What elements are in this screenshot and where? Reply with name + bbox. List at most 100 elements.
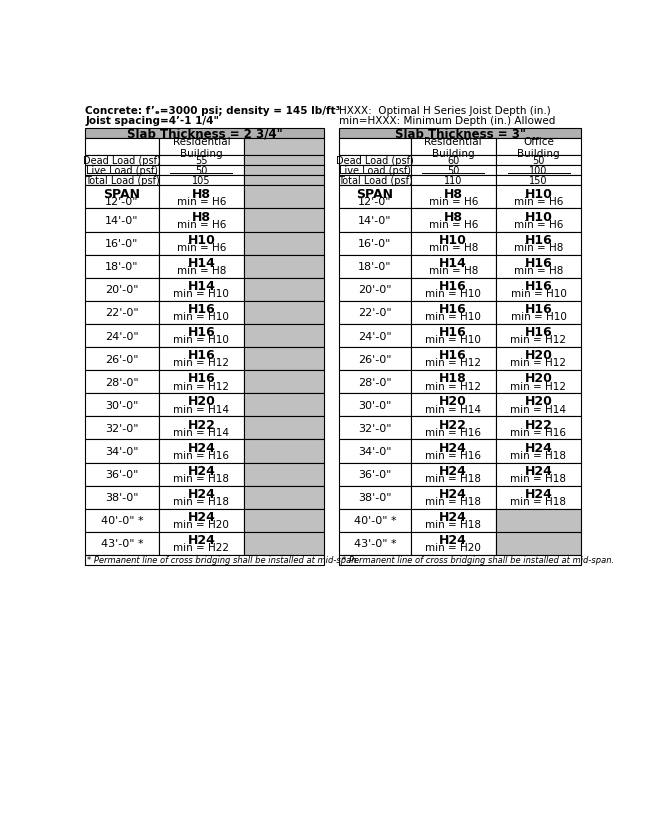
Bar [244,394,324,417]
Bar [85,128,324,139]
Text: Slab Thickness = 2 3/4": Slab Thickness = 2 3/4" [127,127,282,141]
Text: H16: H16 [439,280,467,293]
Text: 43'-0" *: 43'-0" * [101,538,143,549]
Bar [339,370,411,394]
Text: H20: H20 [439,395,467,408]
Bar [411,440,496,463]
Bar [411,347,496,370]
Bar [339,394,411,417]
Bar [411,156,496,166]
Bar [159,347,244,370]
Text: min = H18: min = H18 [425,496,481,506]
Bar [496,486,581,509]
Bar [244,347,324,370]
Bar [411,256,496,279]
Bar [496,139,581,156]
Bar [244,370,324,394]
Text: min = H10: min = H10 [174,312,229,322]
Bar [496,232,581,256]
Bar [159,279,244,302]
Text: Live Load (psf): Live Load (psf) [86,166,158,176]
Text: H16: H16 [439,349,467,362]
Bar [339,555,581,566]
Text: min = H10: min = H10 [510,312,566,322]
Bar [85,156,159,166]
Bar [496,176,581,186]
Bar [411,166,496,176]
Bar [85,486,159,509]
Bar [85,166,159,176]
Bar [159,533,244,555]
Bar [159,394,244,417]
Bar [244,256,324,279]
Bar [244,186,324,209]
Text: min = H20: min = H20 [174,519,229,529]
Text: min = H16: min = H16 [174,451,229,461]
Bar [339,128,581,139]
Text: H24: H24 [439,487,467,500]
Text: 32'-0": 32'-0" [358,423,392,433]
Text: min = H18: min = H18 [174,473,229,484]
Text: H24: H24 [439,464,467,477]
Text: H24: H24 [187,441,215,454]
Text: H10: H10 [187,233,215,246]
Text: H20: H20 [525,349,552,362]
Text: Total Load (psf): Total Load (psf) [337,176,412,186]
Text: min = H6: min = H6 [177,242,226,253]
Text: 40'-0" *: 40'-0" * [354,516,396,526]
Text: min = H12: min = H12 [425,381,481,391]
Text: H16: H16 [187,326,215,339]
Text: 12'-0": 12'-0" [358,197,392,207]
Text: min = H10: min = H10 [425,289,481,299]
Bar [244,324,324,347]
Bar [85,232,159,256]
Bar [244,279,324,302]
Bar [496,463,581,486]
Bar [339,302,411,324]
Bar [85,440,159,463]
Bar [411,139,496,156]
Text: H16: H16 [525,303,552,316]
Text: 110: 110 [444,176,462,186]
Text: H24: H24 [187,510,215,523]
Bar [85,139,159,156]
Bar [159,463,244,486]
Text: Office
Building: Office Building [517,137,560,159]
Bar [244,509,324,533]
Bar [496,394,581,417]
Text: Slab Thickness = 3": Slab Thickness = 3" [395,127,526,141]
Text: H16: H16 [525,326,552,339]
Text: min = H6: min = H6 [514,197,563,207]
Bar [339,256,411,279]
Text: Residential
Building: Residential Building [172,137,230,159]
Text: min = H10: min = H10 [174,289,229,299]
Bar [339,176,411,186]
Text: 40'-0" *: 40'-0" * [101,516,143,526]
Text: 16'-0": 16'-0" [358,239,392,249]
Text: HXXX:  Optimal H Series Joist Depth (in.): HXXX: Optimal H Series Joist Depth (in.) [339,105,551,116]
Text: H8: H8 [192,210,211,223]
Bar [339,232,411,256]
Text: 32'-0": 32'-0" [105,423,138,433]
Text: min = H22: min = H22 [174,543,229,552]
Bar [85,176,159,186]
Text: H8: H8 [192,188,211,200]
Text: 18'-0": 18'-0" [358,262,392,272]
Text: SPAN: SPAN [103,188,140,200]
Bar [339,139,411,156]
Text: H24: H24 [525,487,552,500]
Text: 28'-0": 28'-0" [105,377,138,387]
Bar [85,324,159,347]
Bar [496,509,581,533]
Text: Total Load (psf): Total Load (psf) [84,176,159,186]
Text: Residential
Building: Residential Building [424,137,482,159]
Text: Live Load (psf): Live Load (psf) [339,166,411,176]
Bar [339,279,411,302]
Bar [85,555,324,566]
Bar [159,486,244,509]
Text: H14: H14 [439,256,467,270]
Text: Joist spacing=4’-1 1/4": Joist spacing=4’-1 1/4" [85,116,219,126]
Bar [411,209,496,232]
Bar [339,324,411,347]
Bar [244,156,324,166]
